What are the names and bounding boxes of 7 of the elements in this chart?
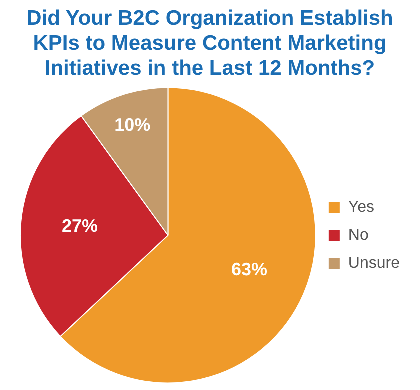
data-label: 10% — [114, 114, 151, 135]
legend-label: Unsure — [348, 254, 400, 272]
legend-label: No — [348, 226, 369, 244]
chart-title: Did Your B2C Organization Establish KPIs to Measure Content Marketing Initiatives in the Last 12 Months? — [26, 6, 394, 81]
data-label: 27% — [62, 216, 98, 236]
data-label: 63% — [232, 260, 268, 280]
legend-label: Yes — [348, 198, 375, 216]
